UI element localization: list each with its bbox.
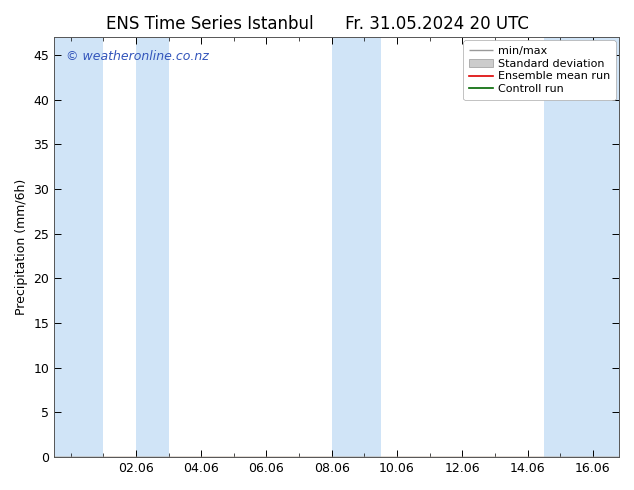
Legend: min/max, Standard deviation, Ensemble mean run, Controll run: min/max, Standard deviation, Ensemble me… (463, 40, 616, 100)
Text: © weatheronline.co.nz: © weatheronline.co.nz (65, 49, 209, 63)
Bar (136, 37, 169, 457)
Bar (332, 37, 380, 457)
Bar (544, 37, 619, 457)
Bar (55, 37, 103, 457)
Text: ENS Time Series Istanbul      Fr. 31.05.2024 20 UTC: ENS Time Series Istanbul Fr. 31.05.2024 … (106, 15, 528, 33)
Y-axis label: Precipitation (mm/6h): Precipitation (mm/6h) (15, 179, 28, 315)
